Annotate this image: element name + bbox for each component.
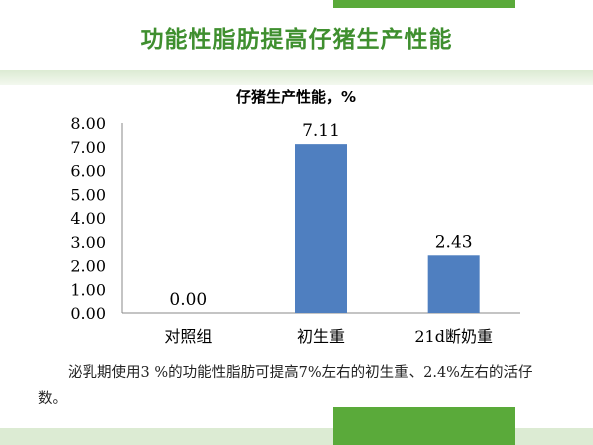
y-tick-label: 2.00 — [70, 257, 106, 276]
bars-group — [295, 144, 480, 313]
chart-title: 仔猪生产性能，% — [236, 88, 356, 106]
header-band — [0, 70, 593, 85]
data-label: 0.00 — [169, 290, 207, 310]
chart-svg: 仔猪生产性能，% 0.00 1.00 2.00 3.00 4.00 5.00 6.00 7.0… — [70, 88, 520, 346]
y-tick-label: 3.00 — [70, 233, 106, 252]
y-tick-label: 4.00 — [70, 209, 106, 228]
bar-3 — [427, 255, 480, 313]
x-category-label: 21d断奶重 — [414, 327, 493, 346]
slide-title: 功能性脂肪提高仔猪生产性能 — [140, 27, 453, 53]
y-tick-label: 0.00 — [70, 304, 106, 323]
caption-text: 泌乳期使用3 %的功能性脂肪可提高7%左右的初生重、2.4%左右的活仔数。 — [38, 365, 533, 407]
data-label: 2.43 — [435, 232, 473, 252]
bottom-accent-bar — [333, 407, 515, 445]
top-accent-bar — [333, 0, 515, 8]
bar-chart: 仔猪生产性能，% 0.00 1.00 2.00 3.00 4.00 5.00 6.00 7.0… — [0, 80, 593, 355]
axis-group: 0.00 1.00 2.00 3.00 4.00 5.00 6.00 7.00 8.00 — [70, 114, 520, 323]
bar-2 — [295, 144, 347, 313]
x-category-label: 对照组 — [164, 327, 212, 346]
y-tick-label: 8.00 — [70, 114, 106, 133]
y-tick-label: 6.00 — [70, 162, 106, 181]
y-tick-label: 7.00 — [70, 138, 106, 157]
x-category-label: 初生重 — [297, 327, 345, 346]
y-tick-label: 5.00 — [70, 185, 106, 204]
y-tick-label: 1.00 — [70, 280, 106, 299]
labels-group: 0.00 对照组 7.11 初生重 2.43 21d断奶重 — [164, 121, 493, 346]
data-label: 7.11 — [302, 121, 340, 141]
